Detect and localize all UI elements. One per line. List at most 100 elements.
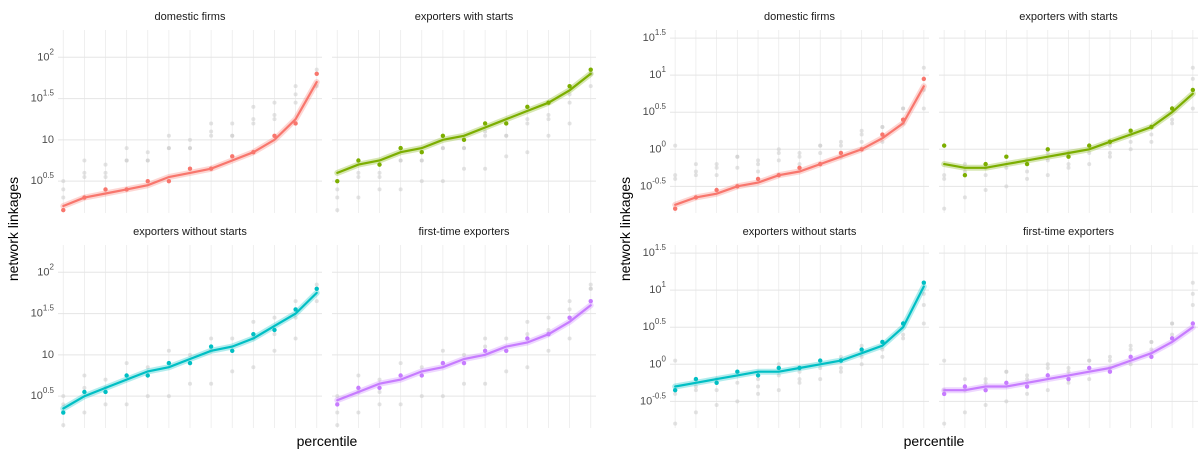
background-point (419, 394, 424, 399)
background-point (272, 100, 277, 105)
background-point (61, 402, 66, 407)
point (1169, 106, 1175, 111)
y-tick-exponent: 2 (50, 47, 55, 56)
point (356, 158, 361, 163)
background-point (124, 361, 129, 366)
background-point (483, 133, 488, 138)
y-axis-title: network linkages (617, 177, 633, 281)
background-point (693, 384, 698, 389)
background-point (673, 173, 678, 178)
background-point (504, 369, 509, 374)
background-point (714, 162, 719, 167)
background-point (673, 143, 678, 148)
point (797, 165, 802, 171)
background-point (776, 388, 781, 393)
point (398, 373, 403, 378)
point (525, 336, 530, 341)
background-point (103, 377, 108, 382)
background-point (293, 336, 298, 341)
background-point (483, 129, 488, 134)
background-point (1149, 139, 1154, 144)
background-point (145, 365, 150, 370)
fit-line (62, 291, 318, 410)
y-tick-base: 10 (643, 32, 655, 44)
y-tick-label: 10-0.5 (640, 176, 667, 192)
background-point (1149, 132, 1154, 137)
background-point (693, 173, 698, 178)
background-point (1045, 362, 1050, 367)
background-point (61, 195, 66, 200)
y-tick-exponent: 1.5 (43, 89, 55, 98)
background-point (145, 158, 150, 163)
background-point (818, 150, 823, 155)
background-point (82, 385, 87, 390)
background-point (1170, 321, 1175, 326)
background-point (209, 381, 214, 386)
background-point (567, 100, 572, 105)
point (859, 347, 864, 352)
point (461, 360, 467, 366)
background-point (525, 365, 530, 370)
background-point (335, 187, 340, 192)
fit-line (674, 85, 925, 206)
panel: first-time exporters (332, 226, 596, 428)
background-point (1128, 343, 1133, 348)
background-point (103, 162, 108, 167)
background-point (377, 377, 382, 382)
point (504, 348, 509, 353)
background-point (230, 336, 235, 341)
background-point (776, 373, 781, 378)
background-point (962, 195, 967, 200)
background-point (272, 332, 277, 337)
background-point (693, 169, 698, 174)
background-point (859, 128, 864, 133)
background-point (838, 139, 843, 144)
background-point (293, 100, 298, 105)
y-tick-exponent: 0.5 (43, 171, 55, 180)
background-point (567, 121, 572, 126)
point (714, 187, 719, 193)
background-point (293, 84, 298, 89)
point (482, 121, 488, 126)
background-point (942, 176, 947, 181)
background-point (1107, 358, 1112, 363)
background-point (124, 402, 129, 407)
point (941, 143, 947, 148)
background-point (356, 170, 361, 175)
background-point (251, 104, 256, 109)
background-point (756, 169, 761, 174)
y-tick-exponent: 1.5 (655, 243, 667, 252)
point (145, 373, 150, 378)
point (187, 360, 193, 366)
background-point (1025, 169, 1030, 174)
point (145, 178, 150, 184)
background-point (483, 336, 488, 341)
background-point (293, 92, 298, 97)
background-point (693, 162, 698, 167)
background-point (983, 403, 988, 408)
background-point (962, 162, 967, 167)
background-point (103, 170, 108, 175)
facet-title: first-time exporters (1023, 226, 1115, 238)
y-tick-exponent: 0 (662, 139, 667, 148)
y-tick-base: 10 (643, 106, 655, 118)
background-point (797, 369, 802, 374)
y-tick-base: 10 (649, 143, 661, 155)
background-point (1025, 373, 1030, 378)
background-point (838, 369, 843, 374)
background-point (673, 391, 678, 396)
y-tick-exponent: 0 (662, 354, 667, 363)
background-point (145, 394, 150, 399)
background-point (901, 336, 906, 341)
background-point (440, 146, 445, 151)
facet-title: exporters without starts (743, 226, 857, 238)
y-tick-label: 101 (649, 280, 666, 296)
panel: exporters with starts (939, 11, 1198, 213)
background-point (1087, 358, 1092, 363)
background-point (82, 373, 87, 378)
point (1066, 376, 1071, 382)
background-point (859, 139, 864, 144)
background-point (983, 380, 988, 385)
background-point (1190, 106, 1195, 111)
